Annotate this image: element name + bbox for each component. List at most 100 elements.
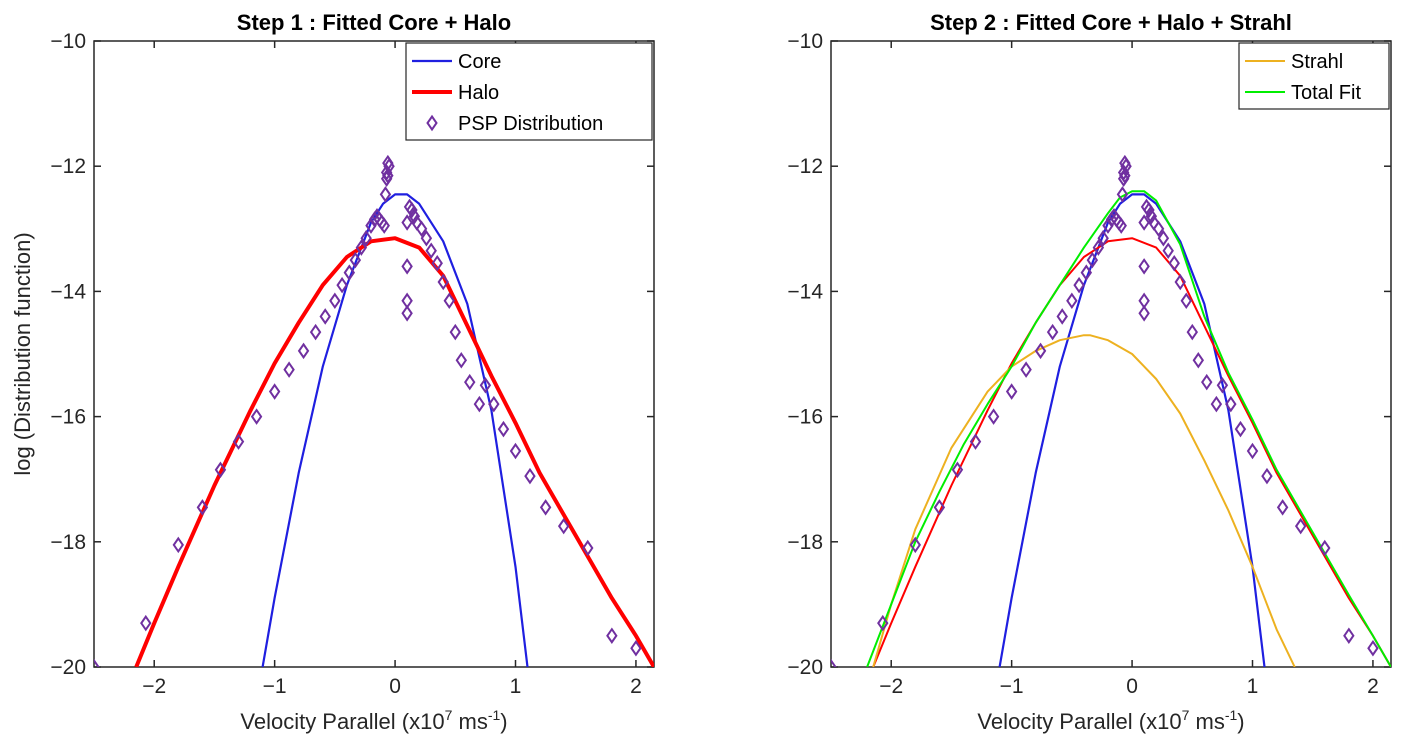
data-point-marker xyxy=(1276,499,1289,516)
legend-box xyxy=(1238,42,1390,110)
data-point-marker xyxy=(933,499,946,516)
data-point-marker xyxy=(1138,258,1150,275)
data-point-marker xyxy=(1143,201,1155,219)
data-point-marker xyxy=(557,517,570,535)
legend-label: Total Fit xyxy=(1291,82,1361,104)
data-point-marker xyxy=(1138,214,1150,231)
plot-area xyxy=(94,154,654,667)
data-point-marker xyxy=(1086,251,1099,269)
data-point-marker xyxy=(401,258,413,275)
series-line-core xyxy=(998,193,1266,667)
data-point-marker xyxy=(329,292,341,310)
data-point-marker xyxy=(1157,229,1170,247)
series-line-halo xyxy=(872,237,1391,667)
data-point-marker xyxy=(349,251,362,269)
data-point-marker xyxy=(1005,383,1018,400)
data-point-marker xyxy=(1234,420,1247,438)
chart-title: Step 2 : Fitted Core + Halo + Strahl xyxy=(930,10,1292,35)
data-point-marker xyxy=(94,658,100,667)
data-point-marker xyxy=(1168,254,1180,272)
data-point-marker xyxy=(630,639,642,657)
data-point-marker xyxy=(383,157,395,175)
data-point-marker xyxy=(1138,292,1150,310)
series-line-halo xyxy=(134,236,654,667)
y-tick-label: −12 xyxy=(787,155,823,178)
data-point-marker xyxy=(1367,639,1379,657)
axes-box xyxy=(93,40,655,668)
data-point-marker xyxy=(431,254,443,272)
data-point-marker xyxy=(1180,292,1192,310)
data-point-marker xyxy=(378,217,390,234)
data-point-marker xyxy=(1066,292,1078,310)
data-point-marker xyxy=(831,658,837,667)
data-point-marker xyxy=(336,276,348,294)
chart-panel-1: Step 1 : Fitted Core + Halo−20−18−16−14−… xyxy=(10,10,655,734)
plot-area xyxy=(831,154,1391,667)
data-point-marker xyxy=(343,264,356,281)
series-line-strahl xyxy=(872,334,1296,667)
data-point-marker xyxy=(415,220,428,238)
x-axis-label-part: ) xyxy=(500,709,507,734)
data-point-marker xyxy=(1216,377,1229,394)
x-axis-label-part: Velocity Parallel (x10 xyxy=(977,709,1181,734)
x-axis-label-part: Velocity Parallel (x10 xyxy=(240,709,444,734)
data-point-marker xyxy=(987,408,1000,425)
data-point-marker xyxy=(449,323,462,341)
data-point-marker xyxy=(408,208,421,225)
chart-panel-2: Step 2 : Fitted Core + Halo + Strahl−20−… xyxy=(787,10,1392,734)
data-point-marker xyxy=(401,214,413,231)
x-axis-label-part: -1 xyxy=(488,707,501,723)
data-point-marker xyxy=(1092,239,1105,256)
data-point-marker xyxy=(437,273,449,291)
data-point-marker xyxy=(1174,273,1186,291)
x-axis-label-part: -1 xyxy=(1225,707,1238,723)
legend-label: Strahl xyxy=(1291,51,1343,73)
data-point-marker xyxy=(355,239,368,256)
data-point-marker xyxy=(1073,276,1085,294)
axes-box xyxy=(830,40,1392,668)
y-tick-label: −16 xyxy=(50,406,86,429)
data-point-marker xyxy=(1246,442,1259,460)
data-point-marker xyxy=(1261,467,1273,485)
x-axis-label-part: ms xyxy=(452,709,487,734)
data-point-marker xyxy=(1056,308,1068,325)
data-point-marker xyxy=(232,433,245,450)
x-tick-label: 1 xyxy=(510,675,522,698)
data-point-marker xyxy=(1116,186,1129,203)
data-point-marker xyxy=(464,373,476,391)
series-line-core xyxy=(261,193,529,667)
data-point-marker xyxy=(1034,342,1047,360)
data-point-marker xyxy=(1225,395,1237,413)
data-point-marker xyxy=(488,395,500,413)
x-tick-label: −1 xyxy=(263,675,287,698)
data-point-marker xyxy=(539,499,552,516)
data-point-marker xyxy=(1162,242,1174,259)
data-point-marker xyxy=(1138,305,1150,322)
y-tick-label: −12 xyxy=(50,155,86,178)
data-point-marker xyxy=(497,420,510,438)
legend-label: Core xyxy=(458,51,501,73)
data-point-marker xyxy=(1343,627,1355,644)
data-point-marker xyxy=(443,292,455,310)
data-point-marker xyxy=(524,467,536,485)
data-point-marker xyxy=(1186,323,1199,341)
legend: Core Halo PSP Distribution xyxy=(405,42,653,141)
x-axis-label-part: 7 xyxy=(1182,707,1190,723)
data-point-marker xyxy=(172,536,185,554)
data-point-marker xyxy=(196,499,209,516)
data-point-marker xyxy=(1192,352,1205,369)
data-point-marker xyxy=(140,614,152,632)
data-point-marker xyxy=(951,461,964,479)
data-point-marker xyxy=(1120,157,1132,175)
x-tick-label: −2 xyxy=(879,675,903,698)
y-tick-label: −20 xyxy=(50,656,86,679)
x-axis-label-part: ms xyxy=(1189,709,1224,734)
y-axis-label: log (Distribution function) xyxy=(10,232,35,475)
y-tick-label: −16 xyxy=(787,406,823,429)
data-point-marker xyxy=(1115,217,1127,234)
data-point-marker xyxy=(479,377,492,394)
y-tick-label: −14 xyxy=(50,280,86,303)
x-tick-label: −1 xyxy=(1000,675,1024,698)
data-point-marker xyxy=(309,323,322,341)
